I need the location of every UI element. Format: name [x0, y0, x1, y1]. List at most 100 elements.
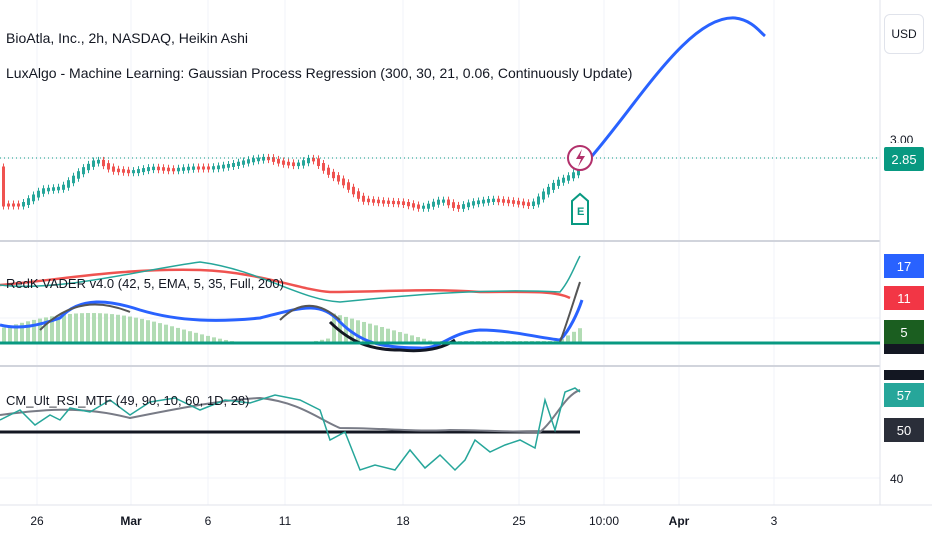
candle-body: [487, 198, 490, 203]
vader-histogram-bar: [74, 313, 78, 343]
vader-histogram-bar: [110, 314, 114, 343]
candle-body: [452, 202, 455, 208]
vader-pane[interactable]: [0, 255, 584, 353]
vader-histogram-bar: [134, 317, 138, 343]
candle-body: [347, 182, 350, 190]
vader-histogram-bar: [152, 321, 156, 343]
candle-body: [77, 171, 80, 179]
candle-body: [137, 169, 140, 174]
vader-red-line: [0, 268, 571, 300]
candle-body: [107, 163, 110, 170]
vader-histogram-bar: [380, 327, 384, 343]
candle-body: [392, 200, 395, 205]
candle-body: [472, 201, 475, 206]
candle-body: [297, 162, 300, 167]
vader-histogram-bar: [578, 328, 582, 343]
rsi-indicator-label[interactable]: CM_Ult_RSI_MTF (49, 90, 10, 60, 1D, 28): [6, 393, 250, 408]
candle-body: [212, 166, 215, 170]
lightning-icon[interactable]: [567, 145, 593, 171]
vader-histogram-bar: [170, 326, 174, 343]
candle-body: [57, 186, 60, 191]
candle-body: [497, 198, 500, 203]
vader-histogram-bar: [404, 333, 408, 343]
candle-body: [127, 169, 130, 174]
candle-body: [332, 171, 335, 179]
candle-body: [72, 175, 75, 184]
candle-body: [47, 187, 50, 192]
candle-body: [302, 160, 305, 166]
candle-body: [52, 187, 55, 191]
x-axis-label: 6: [204, 514, 212, 528]
candle-body: [232, 163, 235, 167]
candle-body: [372, 199, 375, 203]
vader-histogram-bar: [410, 335, 414, 343]
candle-body: [267, 156, 270, 161]
vader-histogram-bar: [122, 315, 126, 343]
vader-histogram-bar: [176, 327, 180, 343]
gpr-forecast-line[interactable]: [590, 16, 766, 157]
candle-body: [257, 157, 260, 162]
x-axis-label: 10:00: [588, 514, 620, 528]
candle-body: [322, 163, 325, 171]
x-axis-label: Apr: [668, 514, 690, 528]
candle-body: [517, 200, 520, 205]
vader-histogram-bar: [92, 313, 96, 343]
candle-body: [382, 200, 385, 204]
candle-body: [407, 202, 410, 207]
vader-histogram-bar: [218, 338, 222, 343]
vader-histogram-bar: [68, 313, 72, 343]
vader-histogram-bar: [32, 319, 36, 343]
candle-body: [307, 157, 310, 164]
candle-body: [522, 201, 525, 206]
candle-body: [22, 202, 25, 207]
candle-body: [507, 199, 510, 204]
candle-body: [557, 179, 560, 186]
vader-histogram-bar: [188, 331, 192, 343]
vader-black-line: [328, 320, 456, 353]
rsi-green-line: [0, 387, 581, 472]
vader-histogram-bar: [206, 335, 210, 343]
candle-body: [167, 167, 170, 172]
candle-body: [147, 167, 150, 172]
candle-body: [202, 166, 205, 170]
symbol-title[interactable]: BioAtla, Inc., 2h, NASDAQ, Heikin Ashi: [6, 30, 248, 46]
candle-body: [192, 166, 195, 170]
currency-button[interactable]: USD: [884, 14, 924, 54]
candle-body: [527, 202, 530, 207]
x-axis-label: 25: [512, 514, 526, 528]
candle-body: [342, 178, 345, 186]
candle-body: [547, 186, 550, 195]
candle-body: [437, 199, 440, 205]
candle-body: [62, 184, 65, 190]
vader-histogram-bar: [140, 318, 144, 343]
candle-body: [397, 201, 400, 205]
candle-body: [42, 188, 45, 194]
candle-body: [477, 200, 480, 205]
candle-body: [562, 177, 565, 183]
vader-histogram-bar: [332, 313, 336, 343]
x-axis-label: Mar: [120, 514, 142, 528]
candle-body: [177, 167, 180, 172]
candle-body: [247, 159, 250, 164]
vader-histogram-bar: [26, 321, 30, 343]
candle-body: [352, 186, 355, 195]
vader-histogram-bar: [164, 324, 168, 343]
candle-body: [292, 162, 295, 167]
vader-indicator-label[interactable]: RedK VADER v4.0 (42, 5, EMA, 5, 35, Full…: [6, 276, 284, 291]
vader-histogram-bar: [386, 328, 390, 343]
x-axis-label: 11: [278, 514, 292, 528]
heikin-ashi-candles[interactable]: [2, 153, 580, 212]
candle-body: [492, 198, 495, 202]
vader-histogram-bar: [86, 313, 90, 343]
vader-histogram-bar: [2, 327, 6, 343]
rsi-pane[interactable]: [0, 387, 581, 472]
earnings-flag-icon[interactable]: [571, 192, 589, 225]
vader-histogram-bar: [146, 320, 150, 343]
gpr-indicator-title[interactable]: LuxAlgo - Machine Learning: Gaussian Pro…: [6, 65, 633, 81]
candle-body: [412, 203, 415, 208]
candle-body: [537, 196, 540, 205]
candle-body: [542, 191, 545, 200]
vader-value-tag-blue: 17: [884, 254, 924, 278]
vader-histogram-bar: [416, 337, 420, 343]
